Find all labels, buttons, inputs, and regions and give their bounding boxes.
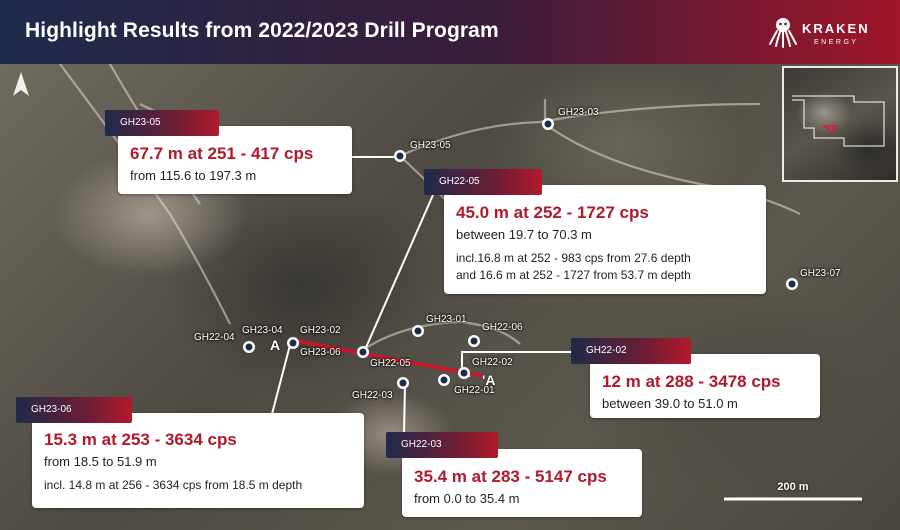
callout-tag-gh22-05: GH22-05 <box>424 169 542 195</box>
hole-label-gh23-01: GH23-01 <box>426 314 467 325</box>
north-arrow-icon <box>13 72 29 96</box>
hole-label-gh23-06: GH23-06 <box>300 347 341 358</box>
collar-gh22-02 <box>458 367 470 379</box>
scale-label: 200 m <box>777 481 809 493</box>
callout-sub-text: from 18.5 to 51.9 m <box>44 454 157 469</box>
section-end-label: 'A <box>482 372 496 388</box>
hole-label-gh23-02: GH23-02 <box>300 325 341 336</box>
collar-gh23-07 <box>786 278 798 290</box>
section-start-label: A <box>270 337 281 353</box>
callout-main-text: 15.3 m at 253 - 3634 cps <box>44 430 237 449</box>
collar-gh23-01 <box>412 325 424 337</box>
callout-gh22-02: 12 m at 288 - 3478 cps between 39.0 to 5… <box>590 354 820 418</box>
kraken-octopus-icon <box>769 18 797 48</box>
callout-sub-text: from 0.0 to 35.4 m <box>414 491 520 506</box>
hole-label-gh22-01: GH22-01 <box>454 385 495 396</box>
location-inset-map[interactable] <box>782 66 898 182</box>
collar-gh22-05 <box>438 374 450 386</box>
header-bar: Highlight Results from 2022/2023 Drill P… <box>0 0 900 64</box>
logo-subtitle: ENERGY <box>814 39 859 46</box>
kraken-logo: KRAKEN ENERGY <box>768 14 883 52</box>
hole-label-gh23-05: GH23-05 <box>410 140 451 151</box>
hole-label-gh22-02: GH22-02 <box>472 357 513 368</box>
hole-label-gh23-04: GH23-04 <box>242 325 283 336</box>
cross-section-line <box>296 339 483 378</box>
hole-label-gh23-07: GH23-07 <box>800 268 841 279</box>
callout-gh22-03: 35.4 m at 283 - 5147 cps from 0.0 to 35.… <box>402 449 642 517</box>
callout-main-text: 45.0 m at 252 - 1727 cps <box>456 203 649 222</box>
callout-tag-gh22-02: GH22-02 <box>571 338 691 364</box>
hole-label-gh23-03: GH23-03 <box>558 107 599 118</box>
hole-label-gh22-06: GH22-06 <box>482 322 523 333</box>
collar-gh22-04 <box>243 341 255 353</box>
callout-detail-1: incl. 14.8 m at 256 - 3634 cps from 18.5… <box>44 478 303 492</box>
callout-gh23-05: 67.7 m at 251 - 417 cps from 115.6 to 19… <box>118 126 352 194</box>
collar-gh23-03 <box>542 118 554 130</box>
collar-gh22-06 <box>468 335 480 347</box>
collar-gh23-02 <box>287 337 299 349</box>
collar-gh23-06 <box>357 346 369 358</box>
collar-gh23-05 <box>394 150 406 162</box>
callout-gh23-06: 15.3 m at 253 - 3634 cps from 18.5 to 51… <box>32 413 364 508</box>
inset-overlay <box>792 95 885 147</box>
callout-main-text: 12 m at 288 - 3478 cps <box>602 372 781 391</box>
logo-wordmark: KRAKEN <box>802 21 870 36</box>
callout-main-text: 67.7 m at 251 - 417 cps <box>130 144 314 163</box>
callout-gh22-05: 45.0 m at 252 - 1727 cps between 19.7 to… <box>444 185 766 294</box>
callout-connectors <box>271 156 572 435</box>
callout-sub-text: between 19.7 to 70.3 m <box>456 227 592 242</box>
callout-sub-text: from 115.6 to 197.3 m <box>130 168 257 183</box>
callout-tag-gh23-06: GH23-06 <box>16 397 132 423</box>
callout-detail-1: incl.16.8 m at 252 - 983 cps from 27.6 d… <box>456 251 691 265</box>
collar-gh22-03 <box>397 377 409 389</box>
hole-label-gh22-04: GH22-04 <box>194 332 235 343</box>
callout-detail-2: and 16.6 m at 252 - 1727 from 53.7 m dep… <box>456 268 691 282</box>
hole-label-gh22-05: GH22-05 <box>370 358 411 369</box>
callout-tag-gh23-05: GH23-05 <box>105 110 219 136</box>
callout-main-text: 35.4 m at 283 - 5147 cps <box>414 467 607 486</box>
drill-collars <box>243 118 798 389</box>
callout-sub-text: between 39.0 to 51.0 m <box>602 396 738 411</box>
page-title: Highlight Results from 2022/2023 Drill P… <box>25 19 499 42</box>
callout-tag-gh22-03: GH22-03 <box>386 432 498 458</box>
hole-label-gh22-03: GH22-03 <box>352 390 393 401</box>
